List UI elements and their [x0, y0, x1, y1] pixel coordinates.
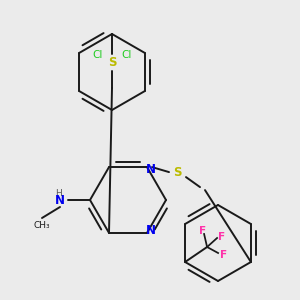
Text: CH₃: CH₃	[34, 221, 50, 230]
Text: F: F	[218, 232, 225, 242]
Text: N: N	[146, 163, 156, 176]
Text: F: F	[220, 250, 227, 260]
Text: N: N	[55, 194, 65, 206]
Text: Cl: Cl	[122, 50, 132, 60]
Text: H: H	[55, 188, 62, 197]
Text: S: S	[173, 166, 181, 178]
Text: F: F	[199, 226, 206, 236]
Text: Cl: Cl	[92, 50, 102, 60]
Text: N: N	[146, 224, 156, 237]
Text: S: S	[108, 56, 116, 68]
